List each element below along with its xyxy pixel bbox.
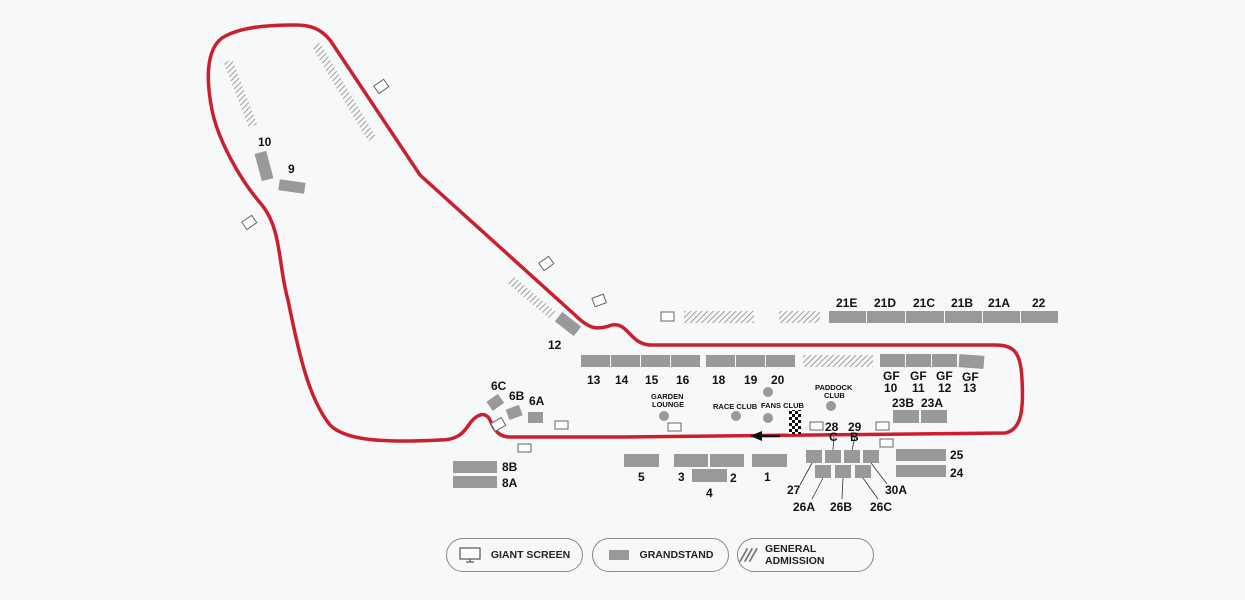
stand-6a-label: 6A [529,394,545,408]
stand-20-label: 20 [771,373,785,387]
stand-2-label: 2 [730,471,737,485]
stand-28-label: 28 [825,420,839,434]
stand-21d-label: 21D [874,296,896,310]
checkered-flag-icon [789,410,801,434]
stand-gf12-label-b: 12 [938,381,952,395]
stand-gf13-label-a: GF [962,370,979,384]
stand-gf10-label-b: 10 [884,381,898,395]
stand-5-label: 5 [638,470,645,484]
stand-10-label: 10 [258,135,272,149]
stand-30a-label: 30A [885,483,907,497]
paddock-club-label-1: PADDOCK [815,383,853,392]
stand-26b-label: 26B [830,500,852,514]
stand-21c-label: 21C [913,296,935,310]
stand-22-label: 22 [1032,296,1046,310]
stand-21a-label: 21A [988,296,1010,310]
stand-19-label: 19 [744,373,758,387]
stand-gf10-label-a: GF [883,369,900,383]
stand-4-label: 4 [706,486,713,500]
stand-12-label: 12 [548,338,562,352]
stand-13-label: 13 [587,373,601,387]
giant-screens [241,78,894,453]
stand-27-label: 27 [787,483,801,497]
stand-18-label: 18 [712,373,726,387]
leader-lines [799,436,888,500]
stand-b-label: B [850,430,859,444]
direction-arrow-icon [750,431,780,441]
general-admission-icon [739,547,758,563]
hospitality-markers [659,387,836,423]
stand-gf13-label-b: 13 [963,381,977,395]
general-admission-areas [224,43,873,367]
legend-general-admission-label: GENERAL ADMISSION [765,543,825,567]
garden-lounge-label-1: GARDEN [651,392,684,401]
fans-club-label: FANS CLUB [761,401,805,410]
stand-23b-label: 23B [892,396,914,410]
stand-3-label: 3 [678,470,685,484]
stand-8a-label: 8A [502,476,518,490]
stand-c-label: C [829,430,838,444]
legend-giant-screen-label: GIANT SCREEN [490,549,571,561]
stand-1-label: 1 [764,470,771,484]
race-club-label: RACE CLUB [713,402,758,411]
legend-general-admission[interactable]: GENERAL ADMISSION [737,538,874,572]
stand-26a-label: 26A [793,500,815,514]
stand-14-label: 14 [615,373,629,387]
stand-gf12-label-a: GF [936,369,953,383]
race-track [206,23,1025,443]
stand-6b-label: 6B [509,389,525,403]
stand-29-label: 29 [848,420,862,434]
stand-21e-label: 21E [836,296,857,310]
stand-24-label: 24 [950,466,964,480]
stand-15-label: 15 [645,373,659,387]
legend-grandstand[interactable]: GRANDSTAND [592,538,729,572]
stand-6c-label: 6C [491,379,507,393]
stand-gf11-label-a: GF [910,369,927,383]
garden-lounge-label-2: LOUNGE [652,400,684,409]
grandstand-icon [608,550,629,560]
stand-21b-label: 21B [951,296,973,310]
stand-23a-label: 23A [921,396,943,410]
legend-grandstand-label: GRANDSTAND [639,549,714,561]
stand-16-label: 16 [676,373,690,387]
paddock-club-label-2: CLUB [824,391,845,400]
stand-gf11-label-b: 11 [912,381,925,395]
stand-9-label: 9 [288,162,295,176]
stand-25-label: 25 [950,448,964,462]
stand-26c-label: 26C [870,500,892,514]
giant-screen-icon [459,547,481,563]
stand-8b-label: 8B [502,460,518,474]
grandstands [254,150,1058,488]
legend-giant-screen[interactable]: GIANT SCREEN [446,538,583,572]
